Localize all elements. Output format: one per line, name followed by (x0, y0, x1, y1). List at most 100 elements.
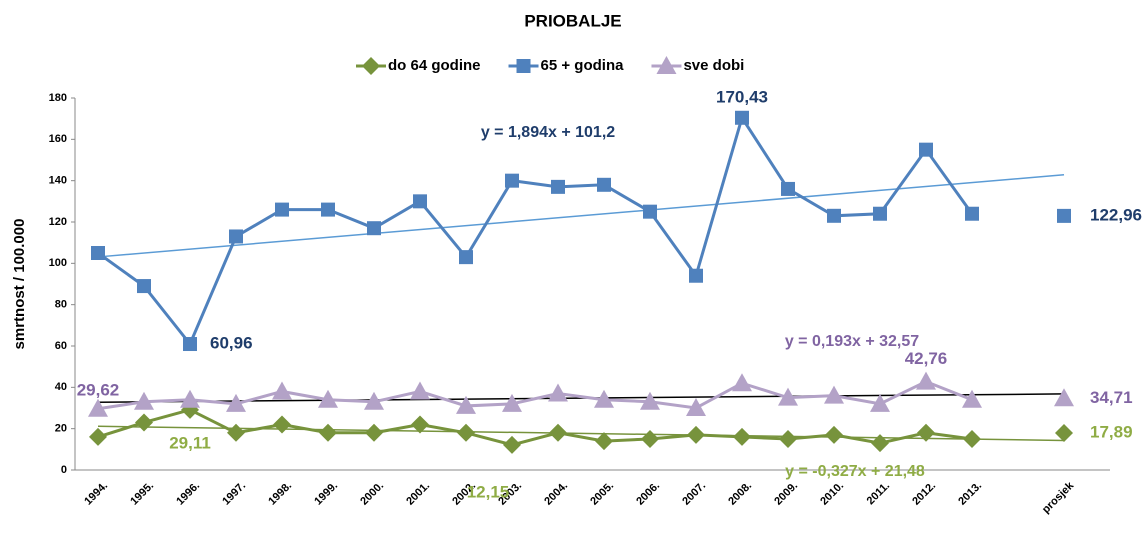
x-tick-label: 2013. (956, 480, 984, 508)
marker (778, 387, 798, 406)
trend-line (97, 173, 1065, 258)
y-tick-label: 20 (55, 423, 67, 435)
marker (456, 395, 476, 414)
marker (962, 389, 982, 408)
marker (1057, 208, 1071, 223)
x-tick-label: prosjek (1040, 479, 1077, 516)
marker (917, 423, 935, 442)
marker (275, 202, 289, 217)
marker (781, 181, 795, 196)
marker (457, 423, 475, 442)
marker (411, 415, 429, 434)
marker (656, 56, 677, 74)
marker (686, 398, 706, 416)
marker (272, 381, 292, 400)
x-tick-label: 2008. (726, 480, 754, 508)
marker (365, 423, 383, 442)
marker (321, 202, 335, 217)
marker (1055, 424, 1073, 443)
x-tick-label: 1995. (128, 480, 156, 508)
marker (226, 393, 246, 412)
marker (318, 389, 338, 408)
data-label: 170,43 (716, 87, 768, 106)
marker (137, 279, 151, 294)
data-label: 34,71 (1090, 388, 1133, 407)
marker (413, 194, 427, 209)
marker (505, 173, 519, 188)
marker (689, 268, 703, 283)
trend-label: y = 0,193x + 32,57 (785, 333, 919, 350)
x-tick-label: 2012. (910, 480, 938, 508)
marker (732, 373, 752, 392)
y-tick-label: 160 (49, 133, 67, 145)
marker (410, 381, 430, 400)
series-line (98, 410, 1064, 445)
y-tick-label: 140 (49, 175, 67, 187)
data-label: 42,76 (905, 349, 948, 368)
marker (779, 430, 797, 448)
chart-title: PRIOBALJE (524, 11, 621, 30)
marker (364, 391, 384, 410)
marker (687, 425, 705, 444)
marker (229, 229, 243, 244)
y-tick-label: 100 (49, 257, 67, 269)
marker (963, 430, 981, 448)
marker (227, 423, 245, 442)
x-tick-label: 1997. (220, 480, 248, 508)
marker (362, 57, 380, 75)
y-tick-label: 120 (49, 216, 67, 228)
legend-label: sve dobi (683, 57, 744, 74)
x-tick-label: 2001. (404, 480, 432, 508)
marker (183, 337, 197, 352)
x-tick-label: 1999. (312, 480, 340, 508)
data-label: 12,15 (467, 482, 510, 501)
marker (824, 385, 844, 404)
x-tick-label: 2009. (772, 480, 800, 508)
y-tick-label: 180 (49, 92, 67, 104)
y-axis-label: smrtnost / 100.000 (11, 219, 28, 350)
y-tick-label: 60 (55, 340, 67, 352)
data-label: 60,96 (210, 334, 253, 353)
y-tick-label: 80 (55, 299, 67, 311)
y-tick-label: 40 (55, 381, 67, 393)
x-tick-label: 2005. (588, 480, 616, 508)
marker (551, 179, 565, 194)
data-label: 29,11 (169, 433, 211, 452)
marker (516, 59, 531, 73)
marker (916, 371, 936, 390)
x-tick-label: 2004. (542, 480, 570, 508)
marker (735, 110, 749, 125)
legend-label: 65 + godina (541, 57, 625, 74)
marker (873, 206, 887, 221)
marker (548, 383, 568, 402)
marker (870, 393, 890, 412)
marker (595, 432, 613, 451)
marker (597, 177, 611, 192)
marker (827, 208, 841, 223)
marker (273, 415, 291, 434)
marker (825, 425, 843, 444)
x-tick-label: 2000. (358, 480, 386, 508)
x-tick-label: 1998. (266, 480, 294, 508)
x-tick-label: 2006. (634, 480, 662, 508)
marker (733, 427, 751, 446)
trend-label: y = 1,894x + 101,2 (481, 124, 615, 141)
marker (1054, 388, 1074, 407)
marker (643, 204, 657, 219)
marker (91, 246, 105, 260)
marker (89, 427, 107, 446)
marker (503, 435, 521, 454)
x-tick-label: 1996. (174, 480, 202, 508)
marker (641, 430, 659, 448)
x-tick-label: 2007. (680, 480, 708, 508)
y-tick-label: 0 (61, 464, 67, 476)
data-label: 17,89 (1090, 423, 1133, 442)
marker (180, 389, 200, 408)
marker (459, 250, 473, 265)
marker (134, 391, 154, 410)
marker (502, 393, 522, 412)
data-label: 122,96 (1090, 205, 1142, 224)
x-tick-label: 2010. (818, 480, 846, 508)
marker (965, 206, 979, 221)
